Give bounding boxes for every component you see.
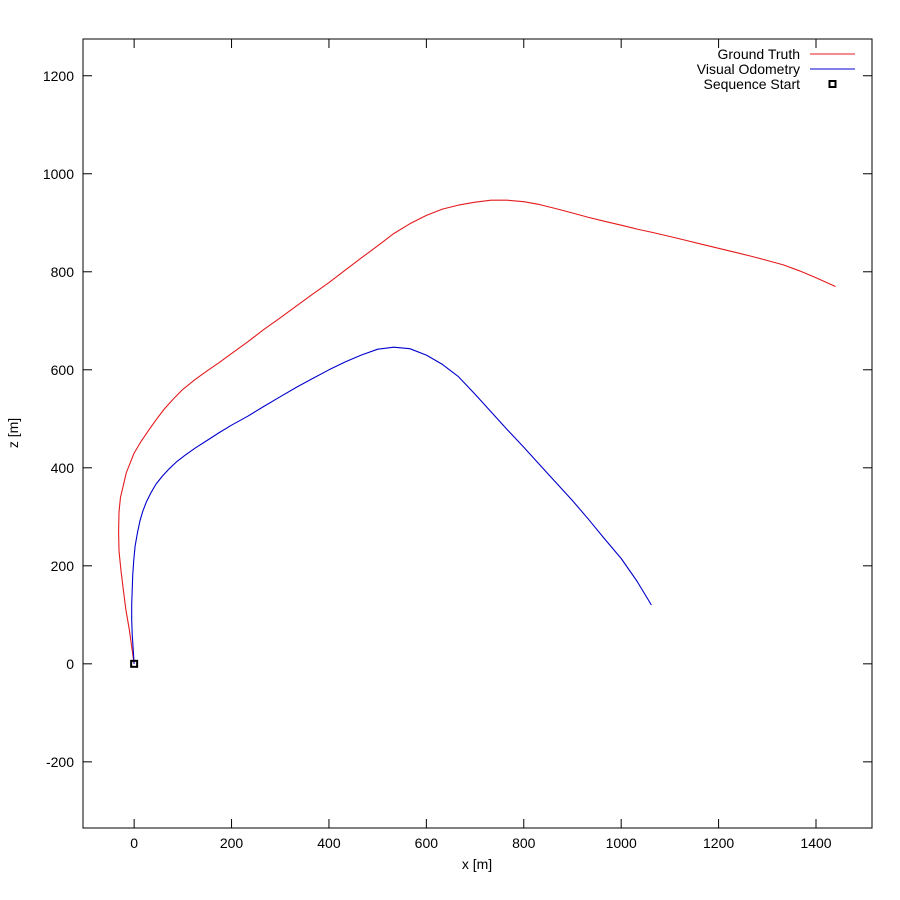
x-tick-label: 1400 <box>800 835 831 851</box>
x-axis-label: x [m] <box>462 856 492 872</box>
series-line-ground-truth <box>118 199 836 664</box>
legend-label: Sequence Start <box>703 76 800 92</box>
legend-label: Visual Odometry <box>697 61 800 77</box>
x-tick-label: 600 <box>415 835 439 851</box>
y-tick-label: 600 <box>51 362 75 378</box>
x-tick-label: 0 <box>130 835 138 851</box>
y-tick-label: 0 <box>66 656 74 672</box>
x-tick-label: 1200 <box>703 835 734 851</box>
y-tick-label: 200 <box>51 558 75 574</box>
series-line-visual-odometry <box>131 346 652 664</box>
x-tick-label: 200 <box>220 835 244 851</box>
plot-border <box>82 38 873 829</box>
sequence-start-marker <box>130 659 139 668</box>
series-layer <box>118 199 836 664</box>
legend-label: Ground Truth <box>718 46 801 62</box>
x-tick-label: 400 <box>317 835 341 851</box>
marker-layer <box>130 659 139 668</box>
x-tick-label: 800 <box>512 835 536 851</box>
y-axis-label: z [m] <box>5 418 21 448</box>
y-tick-label: 400 <box>51 460 75 476</box>
legend-marker-sample <box>828 80 837 88</box>
axis-ticks: 0 200 400 600 800 1000 1200 1400 -200 0 200 400 600 8… <box>43 39 872 851</box>
y-tick-label: -200 <box>46 754 74 770</box>
y-tick-label: 800 <box>51 264 75 280</box>
x-tick-label: 1000 <box>606 835 637 851</box>
y-tick-label: 1000 <box>43 166 74 182</box>
y-tick-label: 1200 <box>43 68 74 84</box>
